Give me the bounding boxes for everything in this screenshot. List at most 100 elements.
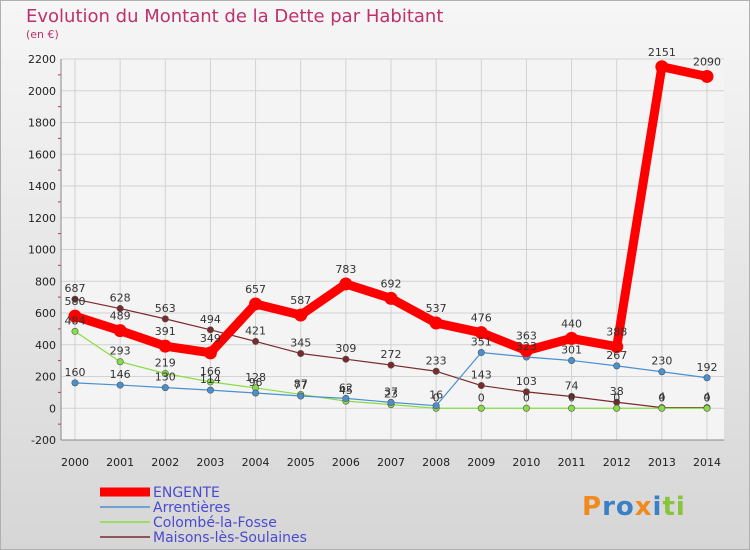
- data-label: 293: [110, 345, 131, 358]
- y-tick-label: 1400: [28, 180, 56, 193]
- x-tick-label: 2005: [287, 456, 315, 469]
- data-label: 219: [155, 356, 176, 369]
- x-tick-label: 2011: [558, 456, 586, 469]
- y-tick-label: 400: [35, 339, 56, 352]
- data-point: [206, 378, 214, 386]
- data-label: 114: [200, 373, 221, 386]
- data-label: 77: [294, 379, 308, 392]
- y-tick-label: 1800: [28, 117, 56, 130]
- data-label: 587: [290, 294, 311, 307]
- data-label: 62: [339, 381, 353, 394]
- data-point: [568, 356, 576, 364]
- legend-label: Arrentières: [153, 500, 230, 516]
- data-point: [703, 374, 711, 382]
- data-label: 692: [381, 277, 402, 290]
- data-label: 0: [433, 391, 440, 404]
- data-point: [113, 324, 127, 338]
- data-label: 301: [561, 343, 582, 356]
- data-label: 87: [294, 377, 308, 390]
- data-label: 687: [65, 282, 86, 295]
- data-point: [700, 69, 714, 83]
- y-tick-label: 1200: [28, 212, 56, 225]
- data-point: [658, 404, 666, 412]
- data-point: [387, 398, 395, 406]
- data-point: [297, 392, 305, 400]
- legend-label: Colombé-la-Fosse: [153, 515, 277, 531]
- data-point: [655, 60, 669, 74]
- x-tick-label: 2012: [603, 456, 631, 469]
- x-tick-label: 2010: [512, 456, 540, 469]
- data-label: 160: [65, 366, 86, 379]
- data-label: 351: [471, 336, 492, 349]
- data-point: [71, 295, 79, 303]
- data-point: [522, 388, 530, 396]
- data-label: 484: [65, 314, 86, 327]
- data-point: [432, 402, 440, 410]
- data-point: [519, 344, 533, 358]
- data-point: [477, 349, 485, 357]
- data-point: [703, 404, 711, 412]
- data-label: 45: [339, 384, 353, 397]
- data-label: 130: [155, 371, 176, 384]
- data-label: 230: [651, 355, 672, 368]
- data-label: 96: [249, 376, 263, 389]
- data-label: 657: [245, 283, 266, 296]
- series-layer: [68, 60, 714, 412]
- data-label: 0: [658, 391, 665, 404]
- data-label: 4: [704, 391, 711, 404]
- data-point: [658, 368, 666, 376]
- data-label: 267: [606, 349, 627, 362]
- data-point: [610, 340, 624, 354]
- data-label: 233: [426, 354, 447, 367]
- x-tick-label: 2003: [196, 456, 224, 469]
- data-point: [342, 394, 350, 402]
- data-point: [613, 404, 621, 412]
- data-label: 323: [516, 340, 537, 353]
- data-label: 2151: [648, 46, 676, 59]
- data-label: 103: [516, 375, 537, 388]
- data-point: [116, 381, 124, 389]
- data-point: [116, 358, 124, 366]
- data-point: [71, 327, 79, 335]
- data-label: 0: [523, 391, 530, 404]
- data-point: [568, 404, 576, 412]
- data-label: 23: [384, 388, 398, 401]
- data-point: [158, 339, 172, 353]
- data-point: [161, 369, 169, 377]
- y-tick-label: -200: [31, 434, 56, 447]
- data-label: 440: [561, 317, 582, 330]
- data-point: [342, 355, 350, 363]
- data-label: 476: [471, 312, 492, 325]
- data-label: 391: [155, 325, 176, 338]
- data-point: [71, 379, 79, 387]
- data-point: [206, 386, 214, 394]
- data-label: 580: [65, 295, 86, 308]
- data-point: [249, 297, 263, 311]
- y-tick-label: 600: [35, 307, 56, 320]
- data-label: 0: [478, 391, 485, 404]
- data-label: 537: [426, 302, 447, 315]
- y-tick-label: 2200: [28, 53, 56, 66]
- data-point: [477, 382, 485, 390]
- x-tick-label: 2000: [61, 456, 89, 469]
- data-label: 2090: [693, 55, 721, 68]
- data-label: 128: [245, 371, 266, 384]
- x-tick-label: 2006: [332, 456, 360, 469]
- legend-label: ENGENTE: [153, 485, 220, 501]
- data-point: [252, 337, 260, 345]
- data-label: 783: [335, 263, 356, 276]
- data-point: [297, 349, 305, 357]
- chart-title: Evolution du Montant de la Dette par Hab…: [26, 6, 443, 27]
- data-label: 74: [565, 380, 579, 393]
- y-tick-label: 800: [35, 275, 56, 288]
- data-label: 0: [704, 391, 711, 404]
- data-point: [161, 384, 169, 392]
- x-tick-label: 2007: [377, 456, 405, 469]
- data-label: 494: [200, 313, 221, 326]
- data-point: [432, 367, 440, 375]
- data-point: [252, 389, 260, 397]
- data-label: 37: [384, 385, 398, 398]
- data-label: 628: [110, 292, 131, 305]
- data-point: [68, 309, 82, 323]
- data-label: 345: [290, 336, 311, 349]
